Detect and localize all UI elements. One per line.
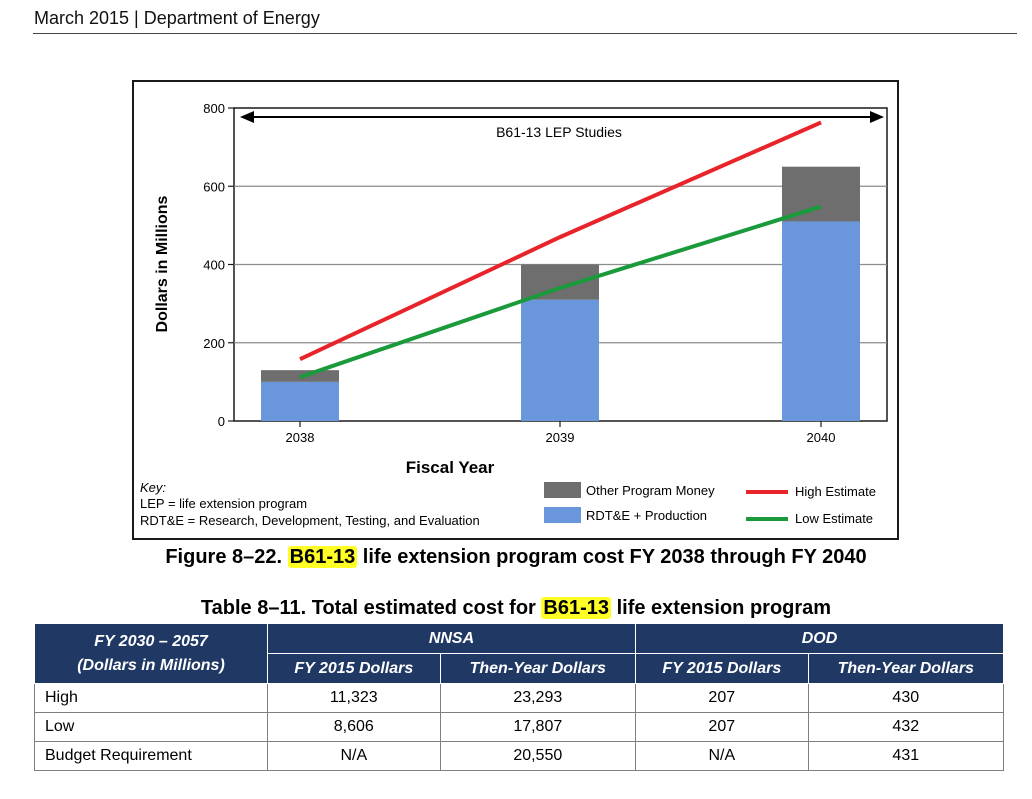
cost-table: FY 2030 – 2057 (Dollars in Millions) NNS… [34,623,1005,771]
col-header: FY 2015 Dollars [267,653,441,684]
key-title: Key: [140,480,166,495]
row-label: Budget Requirement [34,741,268,771]
x-tick-label: 2038 [286,430,315,445]
table-caption-prefix: Table 8–11. Total estimated cost for [200,597,536,619]
row-label: Low [34,712,268,742]
table-cell: 207 [634,712,809,742]
table-cell: N/A [634,741,809,771]
group-header-nnsa: NNSA [267,623,636,654]
corner-line-2: (Dollars in Millions) [77,656,225,674]
y-tick-label: 200 [203,336,225,351]
y-axis-label: Dollars in Millions [154,195,171,332]
table-cell: 8,606 [267,712,441,742]
col-header: Then-Year Dollars [807,653,1005,684]
corner-line-1: FY 2030 – 2057 [94,632,208,650]
y-tick-label: 0 [218,414,225,429]
key-line-rdte: RDT&E = Research, Development, Testing, … [140,513,480,528]
key-line-lep: LEP = life extension program [140,496,307,511]
legend-label-high: High Estimate [795,484,876,499]
figure-caption-suffix: life extension program cost FY 2038 thro… [362,546,867,568]
bar-other-2040 [782,166,860,222]
legend-label-other: Other Program Money [586,483,715,498]
x-axis-label: Fiscal Year [406,458,495,477]
table-row: Low 8,606 17,807 207 432 [34,712,1005,742]
page-header: March 2015 | Department of Energy [34,8,320,28]
bar-rdte-2039 [521,299,599,421]
table-cell: 207 [634,683,809,713]
table-row: Budget Requirement N/A 20,550 N/A 431 [34,741,1005,771]
table-cell: 20,550 [439,741,636,771]
group-header-dod: DOD [634,623,1005,654]
table-corner-header: FY 2030 – 2057 (Dollars in Millions) [34,623,268,684]
figure-caption-highlight: B61-13 [287,546,358,568]
col-header: FY 2015 Dollars [634,653,809,684]
studies-arrow-right-head [870,111,884,123]
x-tick-label: 2039 [546,430,575,445]
row-label: High [34,683,268,713]
y-tick-label: 800 [203,101,225,116]
studies-annotation: B61-13 LEP Studies [496,124,622,140]
header-divider [33,33,1017,34]
table-caption-highlight: B61-13 [541,597,612,619]
cost-chart: 0 200 400 600 800 2038 2039 2040 B61-13 LEP St… [140,101,888,528]
figure-caption-prefix: Figure 8–22. [165,546,283,568]
table-cell: 17,807 [439,712,636,742]
table-cell: 23,293 [439,683,636,713]
table-cell: 431 [807,741,1005,771]
y-tick-label: 400 [203,258,225,273]
low-estimate-line [299,204,822,380]
x-tick-label: 2040 [807,430,836,445]
table-caption: Table 8–11. Total estimated cost for B61… [0,597,1032,620]
legend-swatch-rdte [544,507,581,523]
table-cell: 11,323 [267,683,441,713]
col-header: Then-Year Dollars [439,653,636,684]
figure-frame: 0 200 400 600 800 2038 2039 2040 B61-13 LEP St… [132,80,899,540]
bar-rdte-2038 [261,381,339,421]
table-cell: 430 [807,683,1005,713]
table-cell: N/A [267,741,441,771]
legend-swatch-other [544,482,581,498]
figure-caption: Figure 8–22. B61-13 life extension progr… [0,546,1032,569]
table-cell: 432 [807,712,1005,742]
table-row: High 11,323 23,293 207 430 [34,683,1005,713]
bar-other-2039 [521,264,599,300]
studies-arrow-left-head [240,111,254,123]
y-tick-label: 600 [203,179,225,194]
legend-label-low: Low Estimate [795,511,873,526]
high-estimate-line [299,120,822,361]
bar-rdte-2040 [782,221,860,421]
legend-label-rdte: RDT&E + Production [586,508,707,523]
table-caption-suffix: life extension program [616,597,832,619]
